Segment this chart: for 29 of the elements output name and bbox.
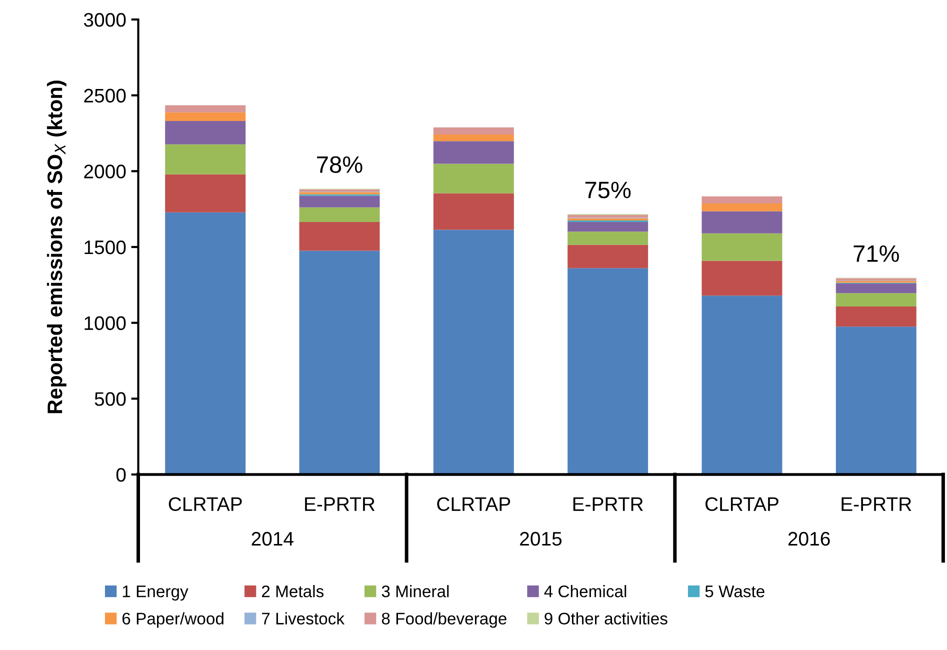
x-tick-label: CLRTAP [437,497,510,512]
y-tick-label: 500 [94,392,126,406]
text: 2016 [788,532,830,546]
x-tick-label: E-PRTR [842,497,912,511]
y-tick-label: 1500 [84,240,126,254]
legend-label: 9 Other activities [544,612,668,624]
text: 2014 [252,532,294,546]
y-tick-label: 0 [116,468,126,482]
legend-label: 6 Paper/wood [122,612,224,628]
annotation: 78% [317,156,362,173]
annotation: 71% [854,245,899,262]
x-tick-label: CLRTAP [705,497,778,512]
legend-label: 1 Energy [122,586,188,601]
y-tick-label: 2500 [84,88,126,103]
x-tick-label: E-PRTR [573,497,643,511]
x-tick-label: CLRTAP [168,497,242,512]
y-tick-label: 2000 [84,164,126,178]
legend-label: 2 Metals [262,585,324,598]
legend-label: 4 Chemical [544,585,626,598]
legend-label: 3 Mineral [382,585,449,598]
annotation: 75% [585,182,631,198]
text: 2015 [520,532,562,546]
y-tick-label: 3000 [84,12,126,27]
legend-label: 7 Livestock [262,612,345,624]
y-axis-title: Reported emissions of SO$_{X}$ (kton) [46,80,66,414]
x-tick-label: E-PRTR [305,497,375,511]
legend-label: 5 Waste [705,586,764,598]
y-tick-label: 1000 [84,316,126,330]
legend-label: 8 Food/beverage [382,612,506,628]
